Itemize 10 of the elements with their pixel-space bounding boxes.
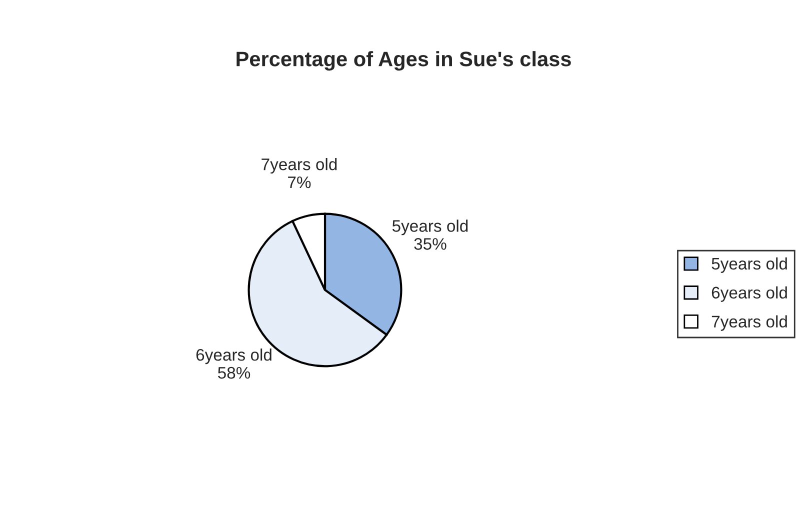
slice-label: 5years old <box>392 220 468 236</box>
data-label: 58% <box>218 366 250 379</box>
legend-label: 6years old <box>712 286 787 302</box>
data-label: 35% <box>414 238 446 250</box>
data-label: 7% <box>288 176 311 188</box>
legend-label: 5years old <box>712 257 787 273</box>
legend-label: 7years old <box>712 315 787 331</box>
chart-title: Percentage of Ages in Sue's class <box>236 51 571 71</box>
slice-label: 6years old <box>196 348 272 364</box>
slice-label: 7years old <box>262 158 337 174</box>
